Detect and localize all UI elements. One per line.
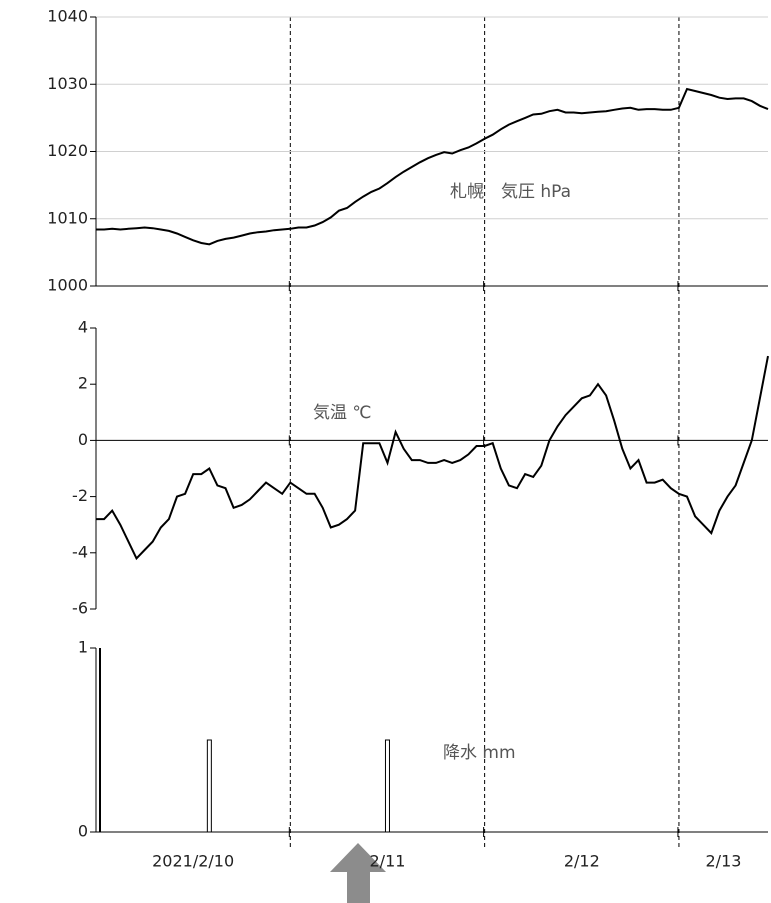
annotation: 降水 mm xyxy=(443,743,516,763)
x-tick-label: 2/11 xyxy=(370,852,406,871)
y-tick-label: 1020 xyxy=(47,141,88,160)
line xyxy=(96,355,769,561)
annotation: 気温 ℃ xyxy=(313,403,372,423)
x-tick-label: 2/13 xyxy=(706,852,742,871)
y-tick-label: 1030 xyxy=(47,74,88,93)
y-tick-label: 1000 xyxy=(47,276,88,295)
arrow xyxy=(330,843,386,903)
y-tick-label: 4 xyxy=(78,318,88,337)
x-tick-label: 2021/2/10 xyxy=(152,852,234,871)
bar xyxy=(206,739,212,833)
line xyxy=(96,87,769,246)
y-tick-label: -4 xyxy=(72,542,88,561)
y-tick-label: 0 xyxy=(78,822,88,841)
y-tick-label: 1 xyxy=(78,638,88,657)
annotation: 札幌 気圧 hPa xyxy=(450,182,571,202)
x-tick-label: 2/12 xyxy=(564,852,600,871)
y-tick-label: -2 xyxy=(72,486,88,505)
y-tick-label: 2 xyxy=(78,374,88,393)
y-tick-label: 1010 xyxy=(47,208,88,227)
y-tick-label: 0 xyxy=(78,430,88,449)
y-tick-label: -6 xyxy=(72,599,88,618)
bar xyxy=(384,739,390,833)
y-tick-label: 1040 xyxy=(47,7,88,26)
